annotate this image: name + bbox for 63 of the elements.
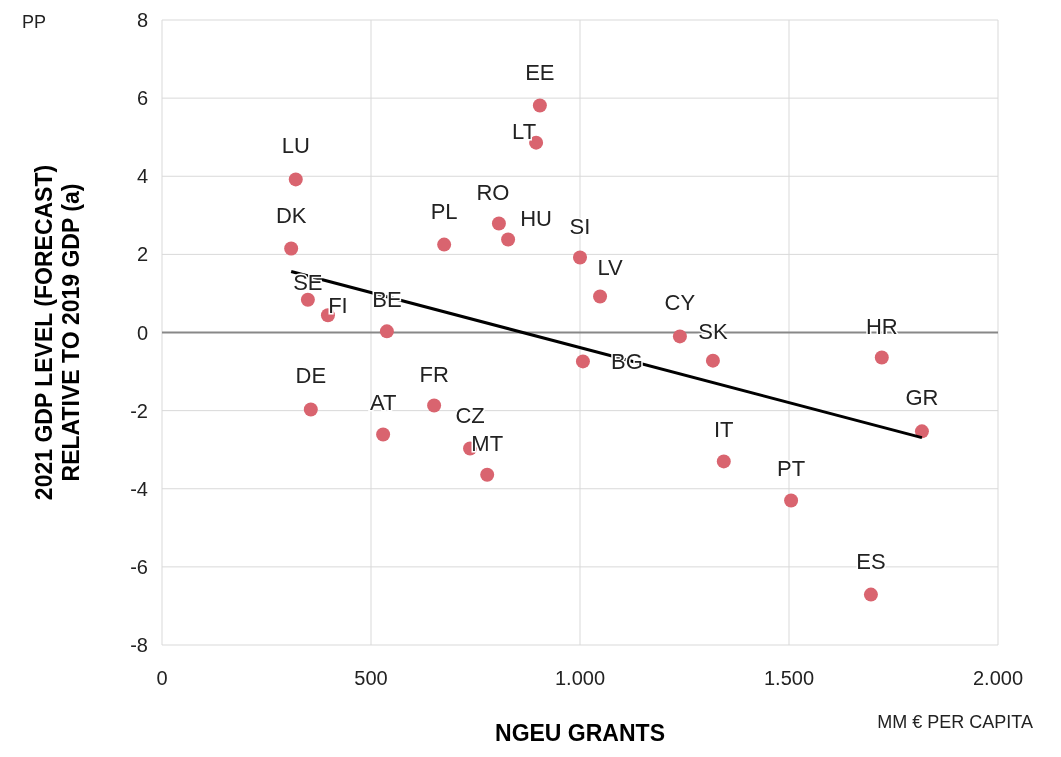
annotation: LT [512,118,537,144]
annotation: DE [295,363,327,389]
point [784,493,799,508]
annotation: ES [856,548,886,574]
annotation: PT [777,456,806,482]
y-tick-label: -6 [130,555,148,578]
annotation: CZ [455,402,485,428]
text: MM € PER CAPITA [877,712,1033,732]
x-tick-label: 1.000 [554,667,606,689]
point [480,467,495,482]
y-axis-title: 2021 GDP LEVEL (FORECAST) RELATIVE TO 2019 GDP (a) [31,164,84,501]
annotation: MT [471,430,504,456]
annotation: CY [664,290,696,316]
point [573,250,587,265]
y-tick-label: -8 [130,634,148,656]
point [427,398,442,413]
point [672,329,687,344]
x-tick-label: 0 [156,667,168,689]
point [593,289,608,304]
point [716,454,731,469]
annotation: FI [328,293,348,319]
y-tick-label: -2 [130,399,148,422]
point [300,292,315,307]
annotation: SK [698,318,728,344]
point [376,427,391,442]
point [575,354,590,369]
y-tick-label: 2 [136,243,148,266]
point [491,216,506,231]
y-tick-label: 4 [136,165,148,188]
point [303,402,318,417]
y-tick-label: -4 [130,477,148,500]
annotation: HR [865,313,898,339]
annotation: GR [905,385,939,411]
annotation: FR [419,361,449,387]
annotation: IT [714,417,734,443]
annotation: SI [569,213,591,239]
x-tick-label: 1.500 [763,667,815,689]
point [863,587,878,602]
y-tick-label: 0 [136,321,148,344]
annotation: EE [525,59,555,85]
point [532,98,547,113]
point [379,324,394,339]
annotation: DK [275,202,307,228]
x-axis-title: NGEU GRANTS [495,720,665,746]
point [914,424,929,439]
annotation: HU [520,205,552,231]
annotation: SE [293,269,323,295]
x-tick-label: 500 [354,667,388,689]
text: PP [22,12,47,32]
point [874,350,889,365]
x-tick-label: 2.000 [972,667,1024,689]
y-tick-label: 6 [136,87,148,110]
point [284,241,299,256]
point [705,353,720,368]
y-tick-label: 8 [136,9,148,31]
point [501,232,516,247]
point [437,237,452,252]
annotation: LV [597,254,624,280]
annotation: AT [369,390,397,416]
annotation: RO [476,179,510,205]
annotation: PL [430,198,458,224]
point [288,172,303,187]
annotation: LU [281,133,310,159]
